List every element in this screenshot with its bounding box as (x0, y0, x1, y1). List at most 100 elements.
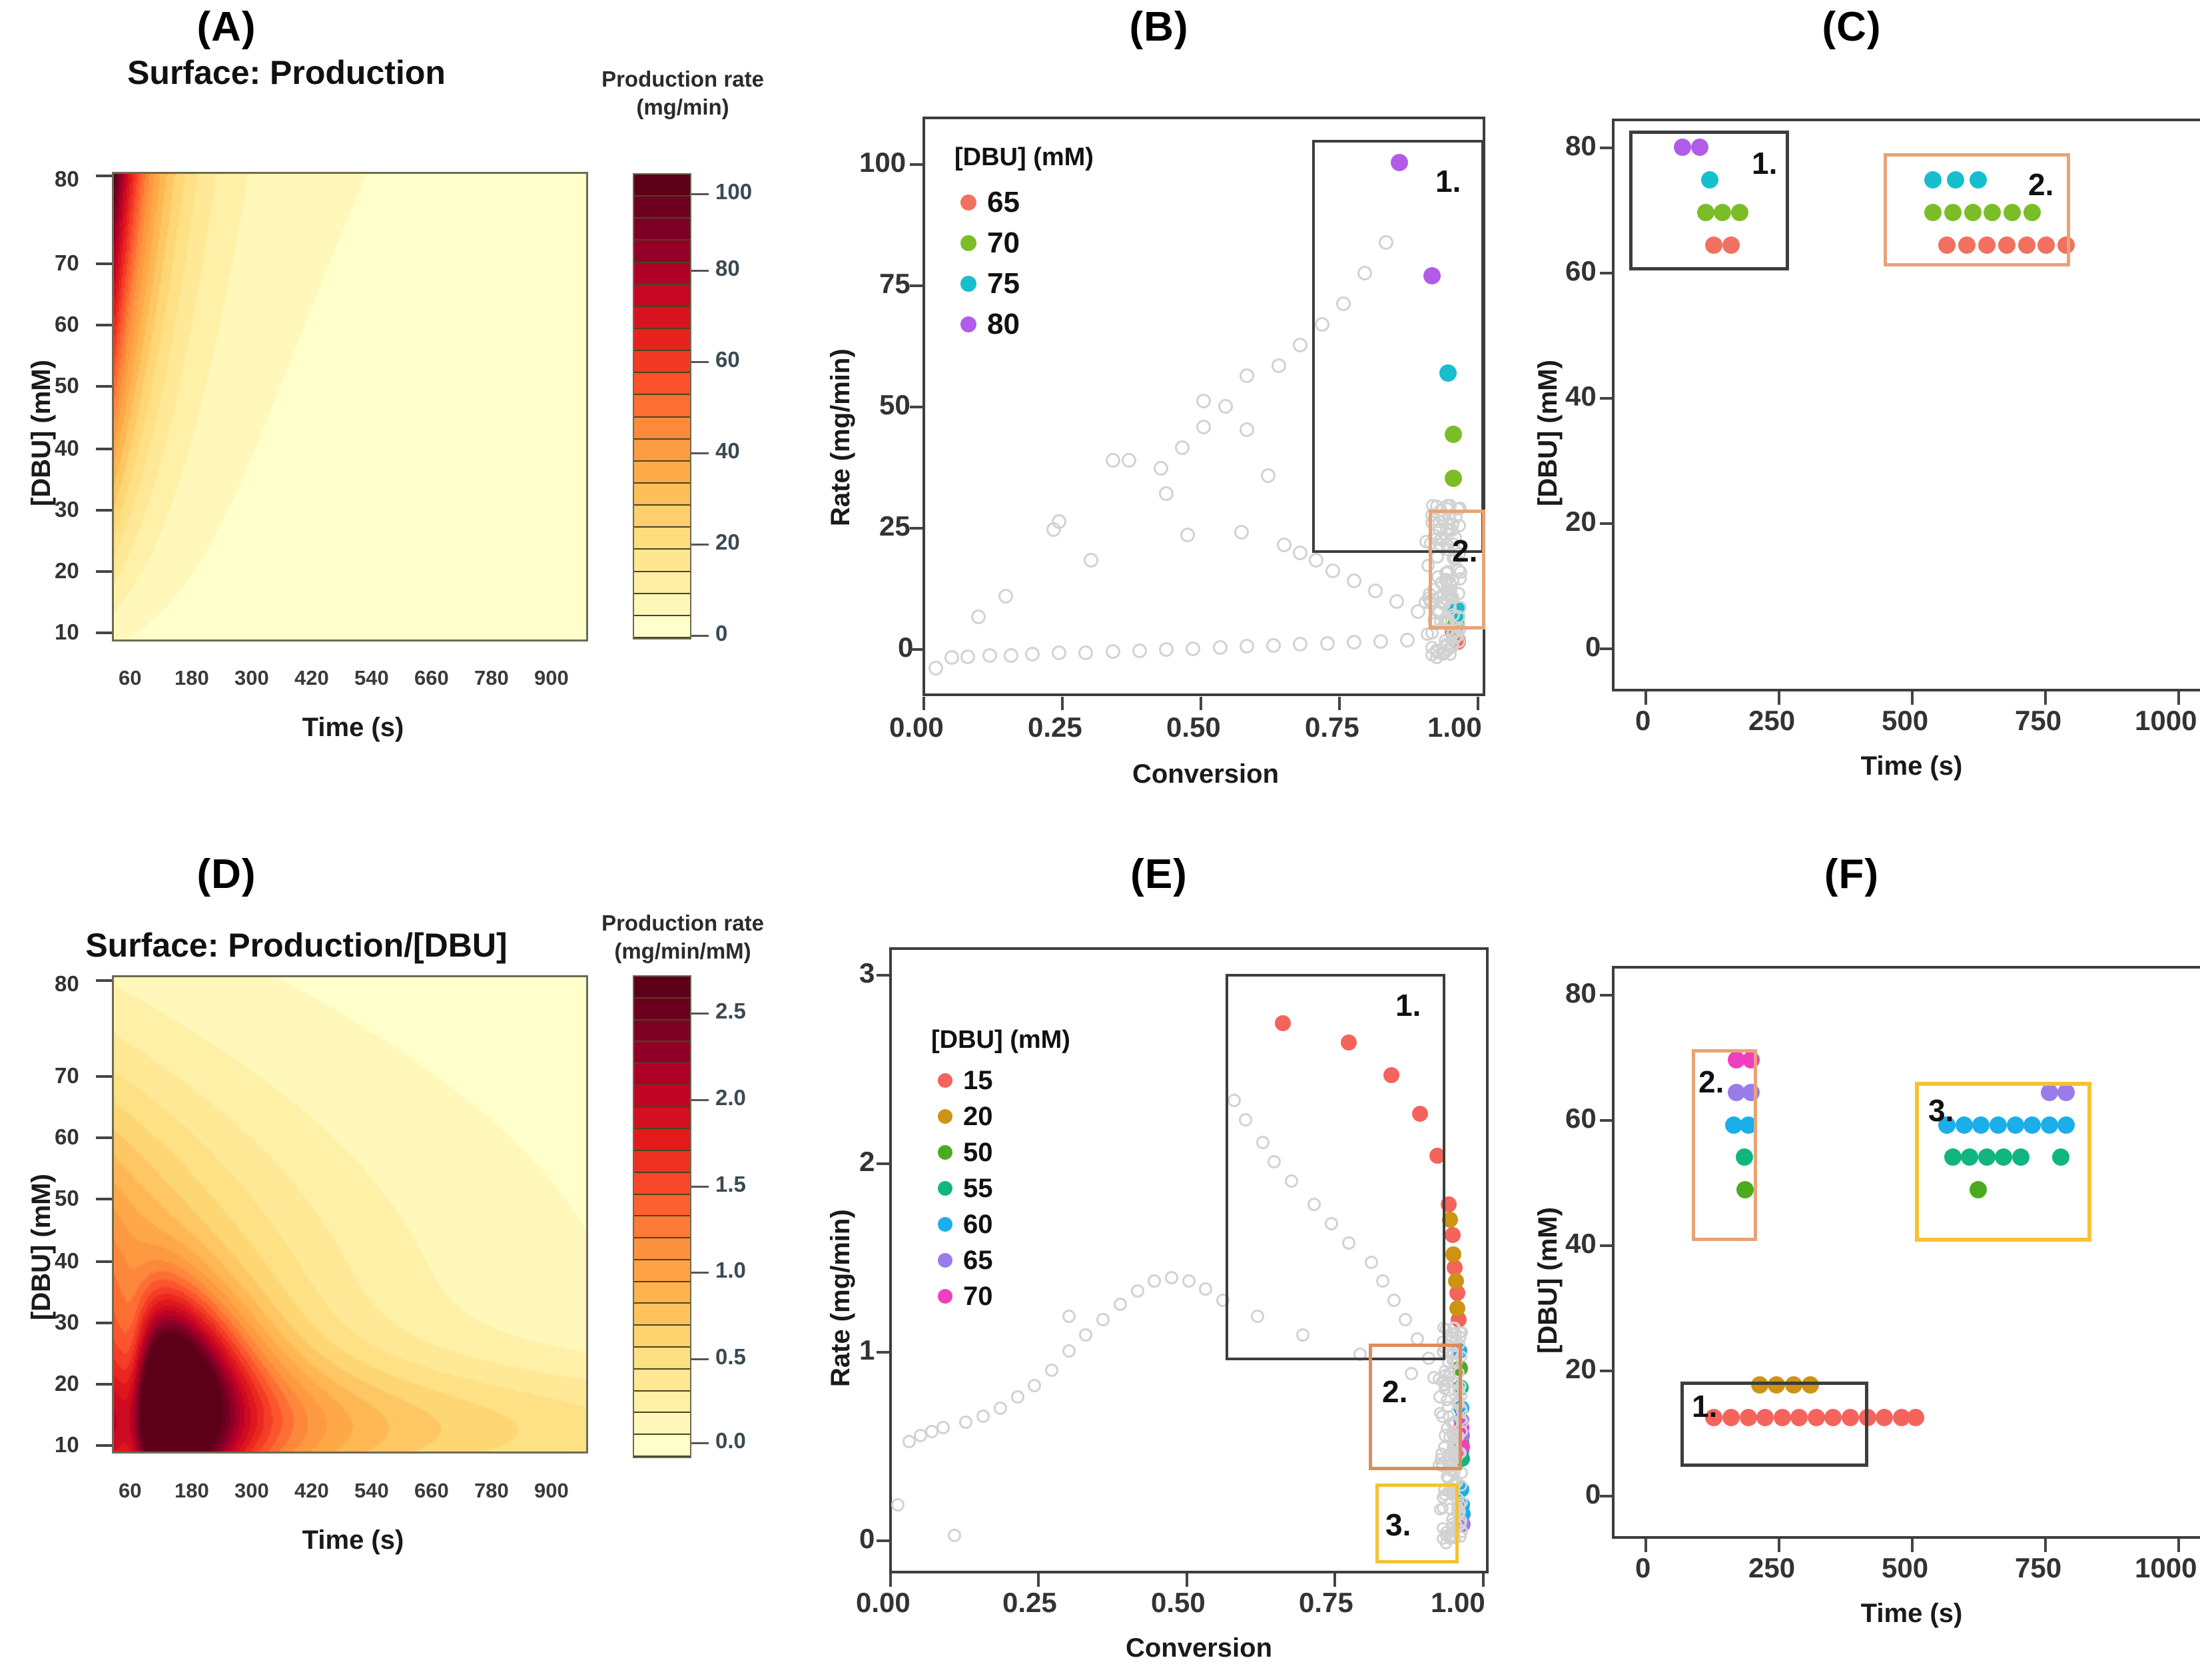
legend-item-65[interactable]: 65 (938, 1247, 993, 1274)
scatter-point-70 (1714, 203, 1732, 221)
scatter-point-20 (1449, 1300, 1466, 1316)
scatter-point-unlabeled (891, 1497, 905, 1511)
scatter-point-75 (1439, 364, 1457, 382)
legend-item-50[interactable]: 50 (938, 1139, 993, 1166)
legend-item-55[interactable]: 55 (938, 1175, 993, 1202)
panel-d: (D) Surface: Production/[DBU] 10 20 30 4… (0, 847, 786, 1680)
colorbar-band (634, 240, 690, 263)
scatter-point-unlabeled (1425, 640, 1439, 654)
colorbar-band (634, 395, 690, 418)
scatter-point-unlabeled (1293, 637, 1308, 652)
scatter-point-20 (1447, 1273, 1464, 1290)
colorbar-band (634, 1194, 690, 1217)
scatter-point-unlabeled (1266, 637, 1282, 653)
panel-f-plot-area (1612, 966, 2200, 1539)
scatter-point-65 (1998, 236, 2016, 254)
scatter-point-15 (1411, 1105, 1428, 1122)
colorbar-band (634, 1216, 690, 1239)
legend-item-65[interactable]: 65 (960, 188, 1020, 217)
scatter-point-unlabeled (1285, 1174, 1298, 1188)
scatter-point-70 (1944, 203, 1962, 221)
panel-e-box-3-label: 3. (1385, 1507, 1411, 1542)
scatter-point-unlabeled (1199, 1282, 1213, 1296)
scatter-point-50 (1736, 1181, 1754, 1199)
scatter-point-unlabeled (971, 609, 986, 624)
panel-c-box-1-label: 1. (1752, 146, 1778, 181)
panel-a-ylabel: [DBU] (mM) (27, 360, 56, 506)
scatter-point-unlabeled (1256, 1136, 1270, 1150)
scatter-point-unlabeled (1341, 1236, 1355, 1250)
scatter-point-unlabeled (1309, 553, 1324, 568)
scatter-point-15 (1842, 1409, 1860, 1427)
panel-e-letter: (E) (1130, 851, 1188, 897)
scatter-point-15 (1807, 1409, 1825, 1427)
scatter-point-unlabeled (1438, 646, 1452, 660)
panel-f-xlabel: Time (s) (1860, 1599, 1963, 1628)
panel-a-colorbar-title-1: Production rate (601, 67, 764, 91)
scatter-point-unlabeled (1113, 1298, 1127, 1312)
legend-item-15[interactable]: 15 (938, 1067, 993, 1094)
scatter-point-65 (2057, 236, 2075, 254)
scatter-point-65 (1705, 236, 1723, 254)
colorbar-band (634, 351, 690, 374)
scatter-point-unlabeled (1444, 1464, 1457, 1477)
scatter-point-15 (1275, 1015, 1291, 1031)
scatter-point-20 (1750, 1376, 1768, 1394)
scatter-point-unlabeled (960, 649, 976, 664)
scatter-point-65 (1958, 236, 1976, 254)
scatter-point-15 (1383, 1067, 1399, 1083)
legend-swatch-65 (938, 1253, 952, 1268)
colorbar-band (634, 1391, 690, 1414)
panel-e-box-3 (1375, 1483, 1459, 1563)
colorbar-band (634, 1326, 690, 1348)
legend-item-70[interactable]: 70 (938, 1283, 993, 1310)
scatter-point-unlabeled (1182, 1274, 1196, 1288)
scatter-point-unlabeled (1325, 563, 1340, 578)
scatter-point-15 (1824, 1409, 1842, 1427)
legend-label-60: 60 (963, 1210, 993, 1239)
colorbar-band (634, 218, 690, 241)
colorbar-band (634, 572, 690, 594)
panel-a-title: Surface: Production (127, 54, 446, 91)
panel-f: (F) 80 60 40 20 0 [DBU] (mM) 0 250 500 7… (1499, 847, 2200, 1680)
heatmap-surface (114, 977, 586, 1452)
scatter-point-unlabeled (1452, 635, 1466, 649)
legend-item-80[interactable]: 80 (960, 310, 1020, 339)
legend-swatch-80 (960, 316, 976, 332)
legend-item-70[interactable]: 70 (960, 228, 1020, 258)
scatter-point-unlabeled (1346, 635, 1361, 650)
scatter-point-unlabeled (1357, 265, 1372, 280)
colorbar-band (634, 1085, 690, 1108)
panel-c: (C) 80 60 40 20 0 [DBU] (mM) 0 250 500 7… (1499, 0, 2200, 833)
scatter-point-unlabeled (1130, 1284, 1144, 1298)
scatter-point-unlabeled (1405, 1367, 1418, 1381)
scatter-point-unlabeled (1399, 1313, 1413, 1327)
colorbar-band (634, 1413, 690, 1436)
panel-b-ylabel: Rate (mg/min) (826, 348, 855, 526)
scatter-point-unlabeled (1062, 1344, 1076, 1358)
legend-item-20[interactable]: 20 (938, 1103, 993, 1130)
scatter-point-unlabeled (1148, 1274, 1162, 1288)
scatter-point-unlabeled (1003, 647, 1018, 663)
panel-f-box-2-label: 2. (1698, 1064, 1724, 1099)
colorbar-band (634, 1369, 690, 1392)
panel-c-ylabel: [DBU] (mM) (1533, 360, 1563, 506)
scatter-point-unlabeled (1272, 358, 1287, 373)
scatter-point-unlabeled (1024, 647, 1040, 662)
legend-item-75[interactable]: 75 (960, 269, 1020, 298)
legend-item-60[interactable]: 60 (938, 1211, 993, 1238)
scatter-point-20 (1802, 1376, 1820, 1394)
scatter-point-15 (1790, 1409, 1808, 1427)
heatmap-surface (114, 174, 586, 639)
scatter-point-60 (2023, 1116, 2041, 1134)
colorbar-band (634, 328, 690, 352)
legend-swatch-15 (938, 1073, 952, 1088)
colorbar-band (634, 306, 690, 329)
scatter-point-15 (1447, 1260, 1463, 1276)
scatter-point-unlabeled (948, 1529, 962, 1543)
panel-b-box-2-label: 2. (1452, 534, 1478, 568)
scatter-point-unlabeled (1261, 468, 1276, 484)
scatter-point-55 (1978, 1148, 1996, 1166)
colorbar-band (634, 1282, 690, 1304)
scatter-point-unlabeled (1239, 639, 1254, 654)
